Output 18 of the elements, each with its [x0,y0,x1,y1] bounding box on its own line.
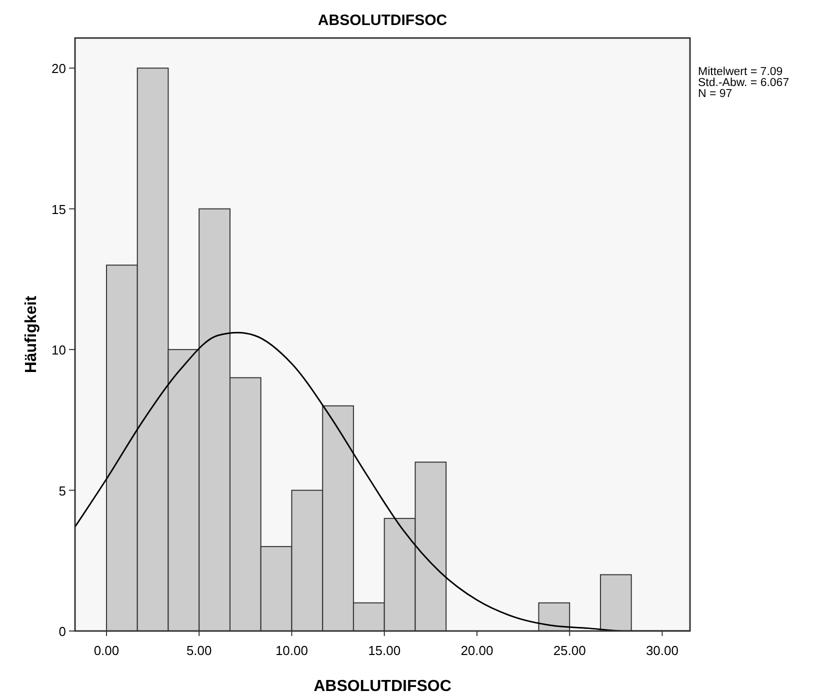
y-tick-label: 20 [52,61,66,76]
x-tick-label: 20.00 [460,643,494,658]
y-tick-label: 15 [52,202,66,217]
x-axis-title: ABSOLUTDIFSOC [314,678,452,695]
chart-title: ABSOLUTDIFSOC [318,12,448,29]
x-tick-label: 25.00 [553,643,586,658]
x-tick-label: 30.00 [646,643,678,658]
x-tick-label: 15.00 [368,643,401,658]
y-tick-label: 0 [58,624,66,639]
x-tick-label: 10.00 [275,643,308,658]
text: N = 97 [698,88,732,100]
y-tick-label: 5 [58,483,66,498]
text: Mittelwert = 7.09 [698,66,783,78]
y-tick-label: 10 [52,342,66,358]
text: Std.-Abw. = 6.067 [698,77,790,89]
y-axis-title: Häufigkeit [23,295,40,374]
x-tick-label: 0.00 [94,643,120,658]
x-tick-label: 5.00 [186,643,212,658]
